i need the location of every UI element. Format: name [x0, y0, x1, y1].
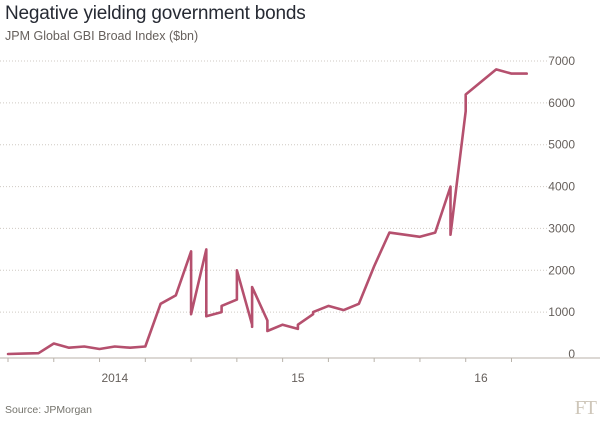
- y-tick-label: 1000: [548, 305, 575, 319]
- y-tick-label: 6000: [548, 96, 575, 110]
- y-tick-label: 5000: [548, 138, 575, 152]
- series-line: [6, 68, 528, 356]
- y-axis-ticks: 0 1000 2000 3000 4000 5000 6000 7000: [548, 54, 575, 361]
- x-axis: 2014 15 16: [0, 357, 600, 385]
- x-tick-label: 15: [291, 371, 305, 385]
- y-tick-label: 3000: [548, 221, 575, 235]
- y-tick-label: 0: [568, 347, 575, 361]
- y-tick-label: 4000: [548, 180, 575, 194]
- x-tick-label: 16: [474, 371, 488, 385]
- ft-logo: FT: [574, 397, 597, 419]
- source-note: Source: JPMorgan: [5, 404, 92, 416]
- y-tick-label: 7000: [548, 54, 575, 68]
- series-layer: [6, 68, 528, 356]
- y-tick-label: 2000: [548, 263, 575, 277]
- x-tick-label: 2014: [101, 371, 128, 385]
- line-chart: 0 1000 2000 3000 4000 5000 6000 7000 2014 15 16: [0, 54, 600, 385]
- chart-title: Negative yielding government bonds: [5, 3, 306, 24]
- chart-subtitle: JPM Global GBI Broad Index ($bn): [5, 29, 199, 43]
